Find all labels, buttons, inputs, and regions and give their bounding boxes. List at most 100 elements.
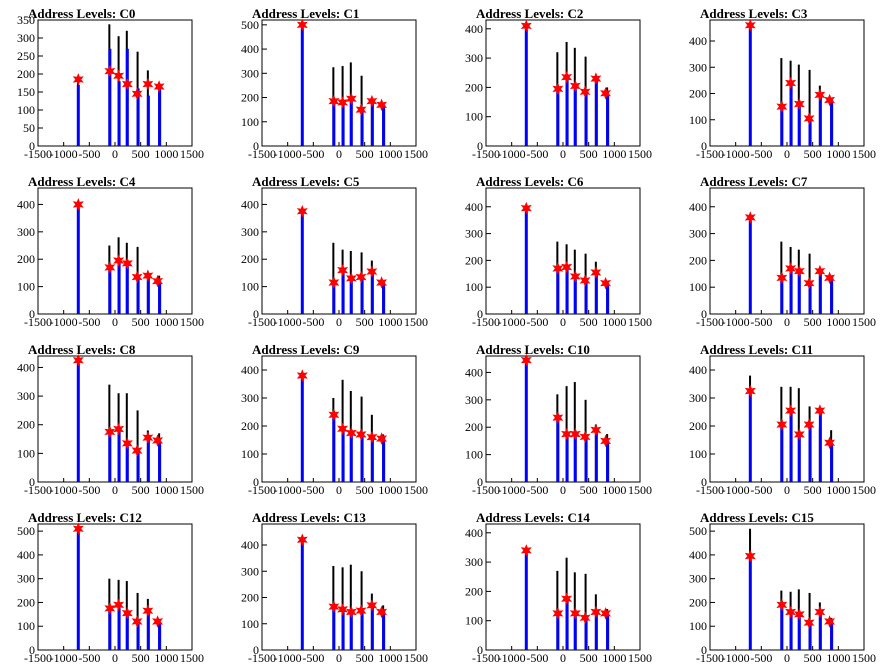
- y-tick-label: 200: [689, 253, 707, 267]
- x-tick-label: 1500: [180, 315, 204, 329]
- y-tick-label: 200: [465, 584, 483, 598]
- y-tick-label: 300: [465, 555, 483, 569]
- blue-histogram-bar: [300, 24, 304, 146]
- peak-marker: [328, 276, 340, 289]
- blue-histogram-bar: [808, 423, 812, 482]
- peak-marker: [337, 263, 349, 277]
- y-tick-label: 300: [241, 225, 259, 239]
- x-tick-label: -500: [750, 315, 772, 329]
- blue-histogram-bar: [370, 435, 374, 482]
- blue-histogram-bar: [606, 283, 610, 314]
- histogram-panel: Address Levels: C13 0 100 200 300 400 -1500 -10…: [224, 504, 448, 672]
- blue-histogram-bar: [125, 611, 129, 650]
- blue-histogram-bar: [332, 281, 336, 314]
- x-tick-label: -500: [302, 651, 324, 665]
- peak-marker: [520, 353, 532, 367]
- y-tick-label: 200: [241, 591, 259, 605]
- peak-marker: [776, 271, 788, 285]
- peak-marker: [355, 103, 367, 117]
- y-tick-label: 0: [701, 643, 707, 657]
- x-tick-label: -1500: [696, 147, 724, 161]
- blue-histogram-bar: [349, 277, 353, 314]
- blue-histogram-bar: [300, 539, 304, 650]
- histogram-panel: Address Levels: C15 0 100 200 300 400 500 -1500…: [672, 504, 896, 672]
- peak-marker: [814, 88, 826, 102]
- peak-marker: [776, 100, 788, 113]
- blue-histogram-bar: [780, 276, 784, 314]
- x-tick-label: 500: [804, 315, 822, 329]
- peak-marker: [153, 80, 165, 93]
- blue-histogram-bar: [146, 609, 150, 650]
- y-tick-label: 100: [465, 110, 483, 124]
- x-tick-label: -1000: [274, 147, 302, 161]
- plot-frame: [485, 523, 641, 651]
- x-tick-label: -500: [78, 483, 100, 497]
- y-tick-label: 400: [465, 22, 483, 36]
- blue-histogram-bar: [594, 428, 598, 482]
- blue-histogram-bar: [556, 267, 560, 314]
- peak-marker: [121, 256, 133, 270]
- peak-marker: [793, 97, 805, 111]
- peak-marker: [579, 611, 591, 625]
- x-tick-label: 1500: [180, 651, 204, 665]
- x-tick-label: -500: [78, 651, 100, 665]
- histogram-plot: 0 100 200 300 400 -1500-1000 -500 0 500 1000 1500: [465, 353, 652, 497]
- blue-histogram-bar: [360, 609, 364, 650]
- blue-histogram-bar: [117, 603, 121, 650]
- histogram-plot: 0 100 200 300 400 -1500-1000 -500 0 500 1000 1500: [465, 523, 652, 665]
- blue-histogram-bar: [158, 88, 162, 146]
- peak-marker: [744, 211, 756, 224]
- blue-histogram-bar: [524, 550, 528, 650]
- panel-title: Address Levels: C1: [252, 6, 360, 21]
- y-tick-label: 200: [241, 91, 259, 105]
- peak-marker: [355, 270, 367, 284]
- panel-title: Address Levels: C15: [700, 510, 814, 525]
- y-tick-label: 200: [465, 420, 483, 434]
- x-tick-label: 500: [132, 315, 150, 329]
- x-tick-label: -1000: [498, 651, 526, 665]
- blue-histogram-bar: [748, 25, 752, 146]
- histogram-panel: Address Levels: C10 0 100 200 300 400 -1500 -10…: [448, 336, 672, 504]
- peak-marker: [113, 598, 125, 612]
- blue-histogram-bar: [573, 611, 577, 650]
- y-tick-label: 400: [241, 197, 259, 211]
- black-histogram-bar: [125, 393, 128, 482]
- blue-histogram-bar: [382, 437, 386, 482]
- x-tick-label: 1500: [852, 147, 876, 161]
- y-tick-label: 400: [689, 363, 707, 377]
- y-tick-label: 400: [17, 360, 35, 374]
- blue-histogram-bar: [606, 440, 610, 482]
- peak-marker: [376, 276, 388, 289]
- blue-histogram-bar: [332, 605, 336, 650]
- histogram-plot: 0 50 100 150 200 250 300 350 -1500-1000 -500 0 500 1…: [17, 13, 204, 161]
- peak-marker: [824, 615, 836, 628]
- histogram-plot: 0 100 200 300 400 -1500-1000 -500 0 500 1000 1500: [241, 355, 428, 497]
- peak-marker: [561, 260, 573, 274]
- x-tick-label: 1000: [602, 315, 626, 329]
- x-tick-label: 0: [112, 483, 118, 497]
- x-tick-label: -1000: [722, 315, 750, 329]
- y-tick-label: 200: [241, 419, 259, 433]
- x-tick-label: 1500: [628, 315, 652, 329]
- y-tick-label: 100: [17, 280, 35, 294]
- histogram-panel: Address Levels: C3 0 100 200 300 400 -1500 -100…: [672, 0, 896, 168]
- histogram-panel: Address Levels: C7 0 100 200 300 400 -1500 -100…: [672, 168, 896, 336]
- y-tick-label: 0: [253, 307, 259, 321]
- x-tick-label: 1000: [826, 651, 850, 665]
- y-tick-label: 300: [241, 564, 259, 578]
- x-tick-label: -1500: [248, 147, 276, 161]
- x-tick-label: 500: [356, 315, 374, 329]
- histogram-plot: 0 100 200 300 400 -1500-1000 -500 0 500 1000 1500: [17, 354, 204, 497]
- x-tick-label: -1000: [50, 315, 78, 329]
- y-tick-label: 100: [465, 614, 483, 628]
- y-tick-label: 400: [17, 548, 35, 562]
- peak-marker: [569, 607, 581, 620]
- x-tick-label: -500: [78, 315, 100, 329]
- x-tick-label: -500: [526, 315, 548, 329]
- x-tick-label: -1000: [722, 483, 750, 497]
- plot-frame: [37, 355, 193, 483]
- peak-marker: [785, 404, 797, 417]
- x-tick-label: -1500: [472, 147, 500, 161]
- panel-title: Address Levels: C12: [28, 510, 142, 525]
- blue-histogram-bar: [808, 117, 812, 146]
